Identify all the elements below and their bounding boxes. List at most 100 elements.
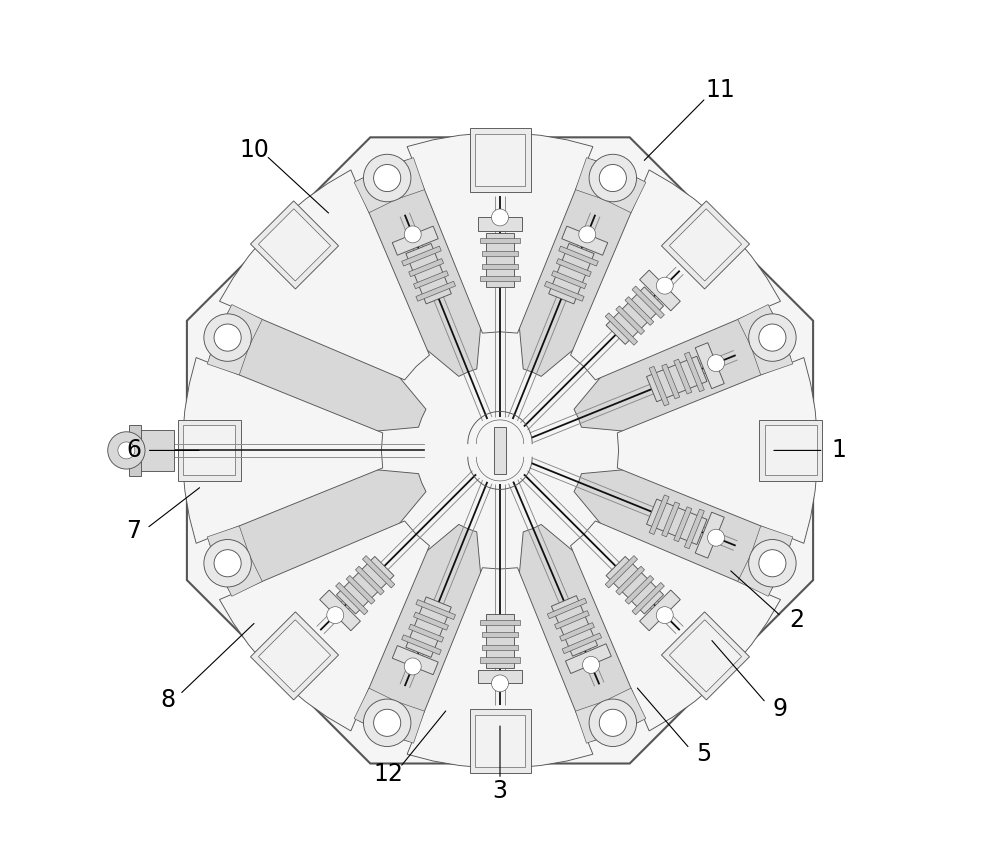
Polygon shape xyxy=(258,209,331,281)
Circle shape xyxy=(492,675,508,692)
Polygon shape xyxy=(494,427,506,473)
Text: 1: 1 xyxy=(831,439,846,462)
Polygon shape xyxy=(607,688,646,730)
Polygon shape xyxy=(486,614,514,668)
Polygon shape xyxy=(482,251,518,256)
Text: 12: 12 xyxy=(373,762,403,786)
Polygon shape xyxy=(606,557,664,614)
Polygon shape xyxy=(765,425,817,475)
Polygon shape xyxy=(195,453,426,664)
Polygon shape xyxy=(674,359,692,394)
Polygon shape xyxy=(544,281,584,301)
Polygon shape xyxy=(183,425,235,475)
Text: 2: 2 xyxy=(789,608,804,632)
Polygon shape xyxy=(320,590,360,631)
Polygon shape xyxy=(647,499,707,545)
Circle shape xyxy=(204,314,251,361)
Circle shape xyxy=(118,442,135,459)
Polygon shape xyxy=(478,218,522,231)
Polygon shape xyxy=(759,420,822,481)
Polygon shape xyxy=(362,556,395,588)
Polygon shape xyxy=(632,286,664,319)
Polygon shape xyxy=(575,157,612,199)
Polygon shape xyxy=(407,568,593,768)
Circle shape xyxy=(374,164,401,191)
Polygon shape xyxy=(605,313,638,345)
Polygon shape xyxy=(684,352,704,392)
Circle shape xyxy=(374,709,401,736)
Polygon shape xyxy=(388,702,425,743)
Polygon shape xyxy=(738,557,780,597)
Polygon shape xyxy=(562,633,602,654)
Polygon shape xyxy=(392,226,438,255)
Polygon shape xyxy=(640,270,680,311)
Polygon shape xyxy=(616,306,645,335)
Text: 8: 8 xyxy=(160,688,175,712)
Circle shape xyxy=(214,550,241,577)
Polygon shape xyxy=(392,646,438,675)
Polygon shape xyxy=(571,521,781,731)
Polygon shape xyxy=(482,264,518,269)
Polygon shape xyxy=(752,526,793,563)
Polygon shape xyxy=(409,258,444,276)
Text: 3: 3 xyxy=(493,779,508,803)
Polygon shape xyxy=(640,590,680,631)
Polygon shape xyxy=(207,338,248,375)
Polygon shape xyxy=(354,688,393,730)
Circle shape xyxy=(599,164,626,191)
Polygon shape xyxy=(547,598,587,619)
Polygon shape xyxy=(752,338,793,375)
Polygon shape xyxy=(286,145,497,377)
Polygon shape xyxy=(286,524,497,756)
Polygon shape xyxy=(416,599,456,620)
Polygon shape xyxy=(250,612,339,700)
Polygon shape xyxy=(355,566,384,595)
Circle shape xyxy=(656,607,673,624)
Polygon shape xyxy=(503,524,714,756)
Polygon shape xyxy=(187,138,813,763)
Polygon shape xyxy=(470,709,530,773)
Polygon shape xyxy=(486,233,514,287)
Polygon shape xyxy=(183,358,383,543)
Text: 11: 11 xyxy=(705,78,735,102)
Polygon shape xyxy=(574,236,805,448)
Polygon shape xyxy=(669,620,742,692)
Polygon shape xyxy=(480,238,520,243)
Text: 9: 9 xyxy=(772,697,787,721)
Polygon shape xyxy=(674,507,692,541)
Polygon shape xyxy=(625,575,654,604)
Polygon shape xyxy=(207,526,248,563)
Polygon shape xyxy=(336,582,368,615)
Text: 7: 7 xyxy=(127,518,142,543)
Polygon shape xyxy=(555,610,589,629)
Polygon shape xyxy=(129,425,141,476)
Polygon shape xyxy=(346,575,375,604)
Circle shape xyxy=(656,277,673,294)
Polygon shape xyxy=(406,243,451,304)
Polygon shape xyxy=(661,612,750,700)
Polygon shape xyxy=(551,596,598,656)
Polygon shape xyxy=(649,495,669,535)
Polygon shape xyxy=(559,246,598,266)
Circle shape xyxy=(579,226,596,243)
Polygon shape xyxy=(695,343,724,388)
Text: 5: 5 xyxy=(696,742,711,766)
Polygon shape xyxy=(470,128,531,191)
Polygon shape xyxy=(475,715,525,767)
Polygon shape xyxy=(416,281,456,301)
Polygon shape xyxy=(625,297,654,326)
Polygon shape xyxy=(388,157,425,199)
Polygon shape xyxy=(661,201,750,289)
Polygon shape xyxy=(258,620,331,692)
Circle shape xyxy=(589,155,637,201)
Polygon shape xyxy=(560,622,594,641)
Circle shape xyxy=(404,658,421,675)
Circle shape xyxy=(363,699,411,746)
Circle shape xyxy=(404,226,421,243)
Polygon shape xyxy=(632,582,664,615)
Polygon shape xyxy=(552,270,586,289)
Polygon shape xyxy=(219,521,429,731)
Polygon shape xyxy=(571,170,781,380)
Polygon shape xyxy=(574,453,805,664)
Circle shape xyxy=(708,354,724,371)
